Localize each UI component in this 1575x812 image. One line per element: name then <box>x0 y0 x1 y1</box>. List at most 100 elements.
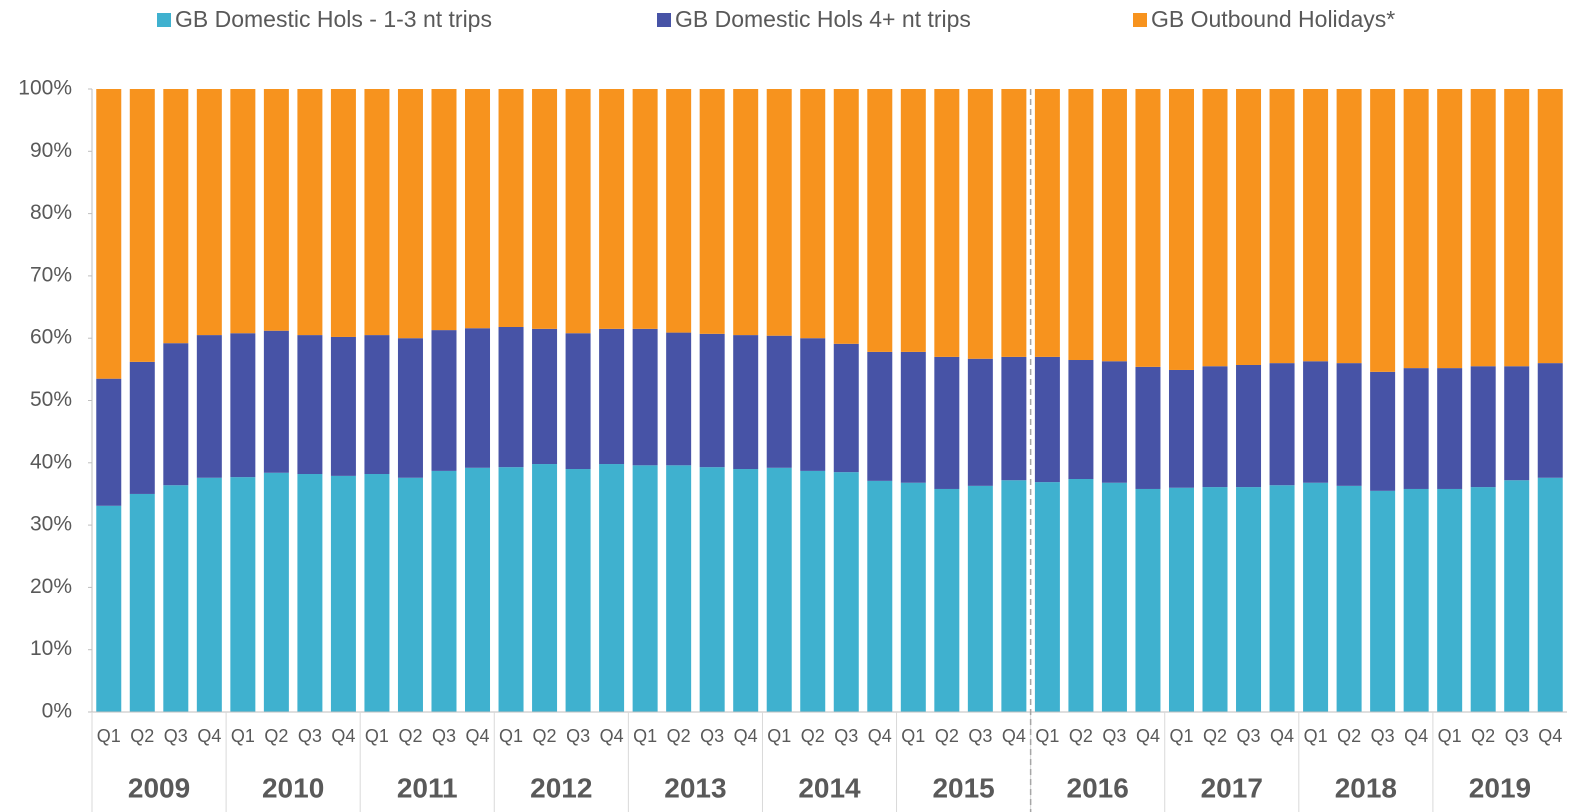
x-tick-label: Q2 <box>1203 726 1227 746</box>
bar-segment <box>967 485 993 712</box>
bar-segment <box>397 477 423 712</box>
bar-segment <box>330 89 356 337</box>
bar-segment <box>733 335 759 470</box>
x-tick-label: Q4 <box>466 726 490 746</box>
bar-segment <box>196 89 222 336</box>
bar-segment <box>297 474 323 712</box>
bar-segment <box>867 480 893 712</box>
bar-segment <box>1068 478 1094 712</box>
bar-segment <box>1135 488 1161 712</box>
x-tick-label: Q4 <box>734 726 758 746</box>
bar-segment <box>1504 366 1530 481</box>
bar-segment <box>196 335 222 478</box>
bar-segment <box>1168 89 1194 370</box>
bar-segment <box>1001 480 1027 712</box>
legend-swatch <box>657 13 671 27</box>
bar-segment <box>1034 356 1060 483</box>
bar-segment <box>1269 89 1295 364</box>
bar-segment <box>1437 89 1463 369</box>
x-tick-label: Q3 <box>1102 726 1126 746</box>
bar-segment <box>96 505 122 712</box>
y-tick-label: 50% <box>30 388 72 411</box>
bar-segment <box>1168 369 1194 488</box>
y-tick-label: 10% <box>30 637 72 660</box>
legend-label: GB Domestic Hols - 1-3 nt trips <box>175 6 492 32</box>
bar-segment <box>666 332 692 466</box>
bar-segment <box>532 328 558 465</box>
y-tick-label: 70% <box>30 263 72 286</box>
bar-segment <box>565 469 591 712</box>
bar-segment <box>1101 482 1127 712</box>
bar-segment <box>1504 89 1530 367</box>
x-tick-label: Q4 <box>1136 726 1160 746</box>
x-tick-label: Q1 <box>1169 726 1193 746</box>
bar-segment <box>498 467 524 712</box>
x-tick-label: Q1 <box>365 726 389 746</box>
x-tick-label: Q2 <box>1337 726 1361 746</box>
bar-segment <box>263 472 289 712</box>
legend-swatch <box>1133 13 1147 27</box>
bar-segment <box>1202 366 1228 488</box>
year-label: 2014 <box>798 772 861 803</box>
bar-segment <box>833 343 859 473</box>
bar-segment <box>96 89 122 379</box>
y-tick-label: 60% <box>30 326 72 349</box>
x-tick-label: Q4 <box>331 726 355 746</box>
bar-segment <box>364 474 390 712</box>
year-label: 2013 <box>664 772 726 803</box>
bar-segment <box>397 89 423 339</box>
bar-segment <box>364 335 390 475</box>
bar-segment <box>1303 482 1329 712</box>
y-tick-label: 20% <box>30 575 72 598</box>
x-tick-label: Q1 <box>633 726 657 746</box>
bar-segment <box>565 89 591 334</box>
bar-segment <box>934 356 960 489</box>
bar-segment <box>699 467 725 712</box>
bar-segment <box>1370 490 1396 712</box>
bar-segment <box>800 470 826 712</box>
x-tick-label: Q1 <box>1304 726 1328 746</box>
bar-segment <box>967 358 993 486</box>
bar-segment <box>1336 363 1362 486</box>
bar-segment <box>1034 482 1060 712</box>
bar-segment <box>800 338 826 471</box>
x-tick-label: Q1 <box>767 726 791 746</box>
bar-segment <box>800 89 826 339</box>
bar-segment <box>833 472 859 712</box>
x-tick-label: Q2 <box>801 726 825 746</box>
x-tick-label: Q4 <box>1270 726 1294 746</box>
year-label: 2015 <box>932 772 994 803</box>
bar-segment <box>1537 363 1563 478</box>
x-tick-label: Q2 <box>667 726 691 746</box>
x-tick-label: Q1 <box>1438 726 1462 746</box>
bar-segment <box>1403 368 1429 489</box>
bar-segment <box>1537 477 1563 712</box>
bar-segment <box>1303 361 1329 483</box>
y-tick-label: 30% <box>30 513 72 536</box>
x-tick-label: Q2 <box>1471 726 1495 746</box>
bar-segment <box>297 335 323 475</box>
year-label: 2011 <box>397 772 458 803</box>
bar-segment <box>1437 368 1463 489</box>
bar-segment <box>1403 89 1429 369</box>
bar-segment <box>1202 89 1228 367</box>
x-tick-label: Q3 <box>1371 726 1395 746</box>
bar-segment <box>431 330 457 471</box>
bar-segment <box>833 89 859 344</box>
y-tick-label: 0% <box>42 700 72 723</box>
bar-segment <box>1336 485 1362 712</box>
bar-segment <box>1269 485 1295 712</box>
bar-segment <box>129 89 155 362</box>
bar-segment <box>1236 487 1262 712</box>
bar-segment <box>967 89 993 359</box>
bar-segment <box>599 89 625 329</box>
bar-segment <box>1437 488 1463 712</box>
bar-segment <box>766 467 792 712</box>
bar-segment <box>934 89 960 357</box>
bar-segment <box>1504 480 1530 712</box>
bar-segment <box>330 336 356 476</box>
x-tick-label: Q4 <box>1002 726 1026 746</box>
bar-segment <box>96 378 122 506</box>
bar-segment <box>431 470 457 712</box>
